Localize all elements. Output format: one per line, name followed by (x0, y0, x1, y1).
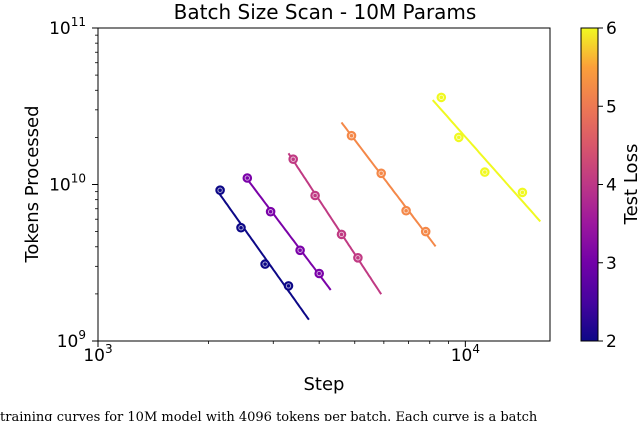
data-point-ring-series-4-2 (482, 169, 488, 175)
colorbar (580, 27, 599, 342)
data-point-series-2-2 (336, 229, 347, 240)
chart-title: Batch Size Scan - 10M Params (174, 0, 477, 24)
data-point-series-1-2 (295, 245, 305, 256)
fit-line-series-3 (340, 121, 437, 248)
data-point-series-3-2 (401, 205, 411, 216)
data-point-ring-series-3-0 (348, 133, 355, 139)
colorbar-label: Test Loss (621, 144, 640, 226)
colorbar-tick-label-4: 6 (606, 19, 617, 39)
data-point-ring-series-0-3 (285, 283, 292, 289)
data-point-series-1-0 (242, 173, 253, 183)
data-point-series-0-0 (215, 185, 225, 195)
colorbar-tick-label-0: 2 (606, 332, 617, 352)
data-point-ring-series-0-1 (238, 225, 244, 231)
colorbar-tick-label-3: 5 (606, 97, 617, 117)
data-point-series-4-3 (517, 187, 528, 198)
data-point-series-2-3 (353, 252, 363, 263)
plot-area (95, 34, 449, 344)
data-point-series-3-3 (420, 226, 431, 237)
data-point-ring-series-4-3 (519, 189, 526, 196)
data-point-ring-series-1-1 (267, 209, 274, 215)
data-point-ring-series-2-3 (355, 255, 361, 261)
data-point-ring-series-3-3 (423, 228, 429, 235)
data-point-ring-series-0-2 (262, 261, 268, 267)
plot-frame (97, 27, 551, 342)
data-point-series-3-0 (346, 130, 357, 141)
x-tick-label-1: 104 (451, 342, 480, 366)
data-point-series-2-0 (288, 154, 299, 164)
data-point-series-1-1 (265, 206, 276, 217)
y-axis-label: Tokens Processed (22, 105, 43, 263)
y-tick-label-2: 1011 (49, 15, 86, 39)
data-point-ring-series-2-2 (338, 231, 345, 238)
data-point-ring-series-2-1 (312, 192, 318, 199)
x-axis-label: Step (304, 374, 345, 395)
y-tick-label-0: 109 (57, 328, 86, 352)
data-point-series-3-1 (376, 168, 387, 179)
fit-line-series-4 (431, 99, 542, 223)
figure-caption: training curves for 10M model with 4096 … (0, 411, 538, 421)
colorbar-tick-label-1: 3 (606, 254, 617, 274)
data-point-series-4-1 (454, 132, 464, 143)
data-point-ring-series-1-2 (297, 247, 303, 253)
y-axis-ticks: 109 1010 1011 (49, 15, 98, 352)
data-point-series-0-3 (283, 281, 294, 291)
data-point-ring-series-3-1 (378, 170, 384, 176)
data-marks (215, 92, 542, 321)
fit-line-series-2 (287, 152, 383, 295)
x-tick-label-0: 103 (83, 342, 112, 366)
data-point-series-2-1 (310, 190, 320, 201)
fit-line-series-0 (215, 188, 310, 321)
data-point-ring-series-3-2 (403, 208, 409, 214)
data-point-ring-series-2-0 (290, 156, 296, 162)
data-point-series-4-2 (480, 167, 490, 177)
data-point-ring-series-4-0 (438, 94, 444, 101)
colorbar-tick-label-2: 4 (606, 176, 617, 196)
data-point-series-0-2 (260, 259, 270, 269)
colorbar-ticks: 2 3 4 5 6 (598, 19, 617, 352)
data-point-series-0-1 (236, 222, 246, 233)
data-point-ring-series-0-0 (217, 187, 223, 193)
x-axis-ticks: 103 104 (83, 341, 480, 366)
data-point-ring-series-1-0 (244, 175, 250, 181)
data-point-series-1-3 (314, 268, 325, 279)
y-tick-label-1: 1010 (49, 172, 86, 196)
data-point-series-4-0 (436, 92, 447, 103)
data-point-ring-series-1-3 (316, 270, 322, 277)
data-point-ring-series-4-1 (456, 134, 462, 141)
